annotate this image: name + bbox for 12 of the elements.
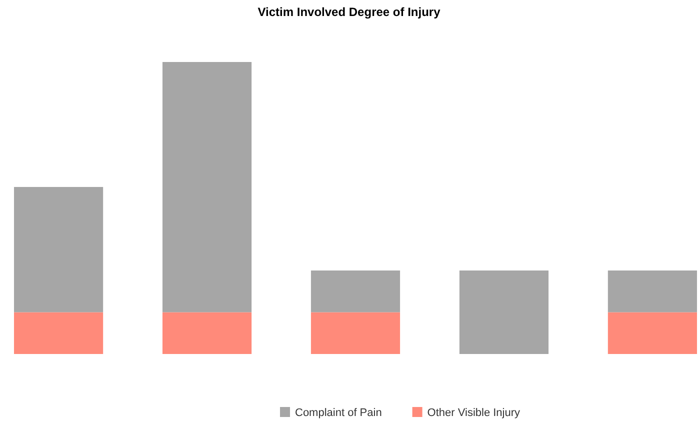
bar xyxy=(14,312,104,354)
bar xyxy=(608,312,697,354)
bar xyxy=(14,186,104,312)
chart-title: Victim Involved Degree of Injury xyxy=(258,5,441,19)
bar xyxy=(459,270,549,354)
legend-label: Other Visible Injury xyxy=(427,407,521,419)
bar xyxy=(608,270,697,312)
bar xyxy=(162,62,252,312)
bar xyxy=(310,312,400,354)
bar xyxy=(310,270,400,312)
bar xyxy=(162,312,252,354)
legend-label: Complaint of Pain xyxy=(295,407,382,419)
